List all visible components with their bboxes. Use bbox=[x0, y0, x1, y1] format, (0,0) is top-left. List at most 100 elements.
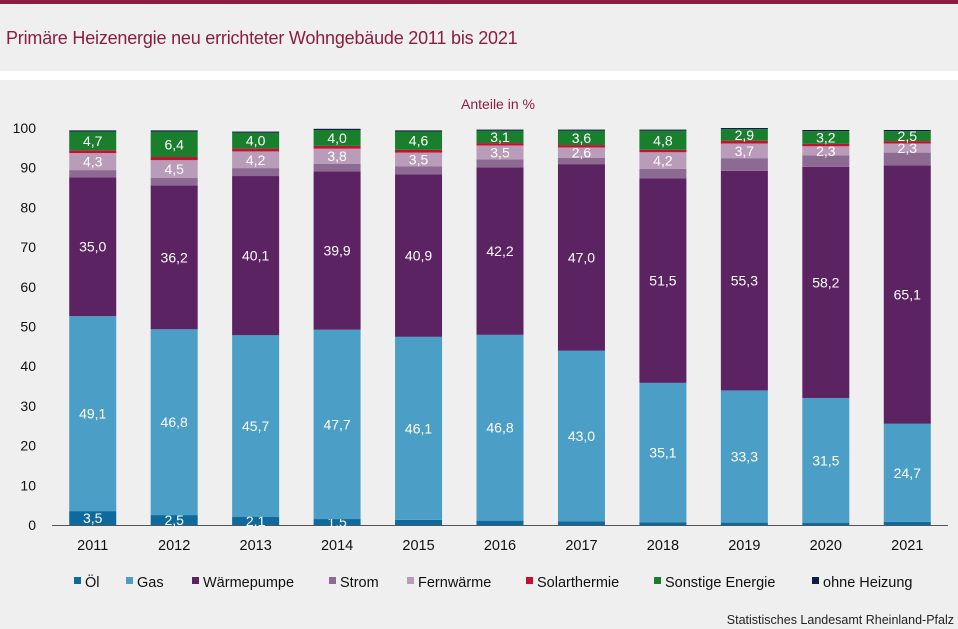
bar-segment bbox=[883, 521, 931, 525]
y-tick-label: 80 bbox=[20, 199, 36, 215]
bar-segment bbox=[557, 130, 605, 146]
chart-subtitle: Anteile in % bbox=[461, 96, 535, 112]
x-tick-label: 2021 bbox=[891, 538, 923, 554]
x-tick-label: 2013 bbox=[240, 538, 272, 554]
bar-segment bbox=[395, 149, 443, 153]
bar-segment bbox=[69, 130, 117, 132]
y-tick-label: 10 bbox=[20, 477, 36, 493]
bar-segment bbox=[639, 382, 687, 523]
bar-segment bbox=[883, 129, 931, 132]
bar-segment bbox=[720, 390, 768, 523]
bar-segment bbox=[883, 423, 931, 522]
data-label: 42,2 bbox=[486, 243, 513, 259]
bar-segment bbox=[557, 164, 605, 351]
data-label: 39,9 bbox=[323, 242, 350, 258]
bar-segment bbox=[69, 177, 117, 317]
x-tick-label: 2019 bbox=[728, 538, 760, 554]
legend-label: Wärmepumpe bbox=[203, 575, 294, 591]
y-tick-label: 90 bbox=[20, 160, 36, 176]
data-label: 2,1 bbox=[246, 513, 266, 529]
bar-segment bbox=[150, 131, 198, 157]
bar-segment bbox=[639, 129, 687, 131]
data-label: 35,1 bbox=[649, 445, 676, 461]
data-label: 3,6 bbox=[572, 130, 592, 146]
top-accent-bar bbox=[0, 0, 958, 4]
bar-segment bbox=[69, 316, 117, 512]
bar-segment bbox=[313, 148, 361, 164]
bar-segment bbox=[802, 146, 850, 156]
bar-segment bbox=[720, 129, 768, 141]
bar-segment bbox=[639, 149, 687, 153]
data-label: 3,5 bbox=[490, 144, 510, 160]
bar-segment bbox=[69, 511, 117, 525]
data-label: 4,8 bbox=[653, 132, 673, 148]
bar-segment bbox=[150, 178, 198, 186]
data-label: 33,3 bbox=[731, 449, 758, 465]
bar-segment bbox=[802, 523, 850, 525]
bar-segment bbox=[150, 130, 198, 132]
data-label: 2,5 bbox=[164, 512, 184, 528]
bar-segment bbox=[476, 129, 524, 131]
bar-segment bbox=[639, 152, 687, 169]
bar-segment bbox=[802, 129, 850, 132]
data-label: 40,1 bbox=[242, 248, 269, 264]
bar-segment bbox=[232, 176, 280, 336]
y-tick-label: 20 bbox=[20, 438, 36, 454]
y-tick-label: 30 bbox=[20, 398, 36, 414]
bar-segment bbox=[313, 145, 361, 149]
bar-segment bbox=[557, 129, 605, 131]
bar-segment bbox=[639, 178, 687, 383]
bar-segment bbox=[395, 152, 443, 167]
data-label: 3,8 bbox=[327, 148, 347, 164]
data-label: 2,9 bbox=[735, 127, 755, 143]
bar-segment bbox=[883, 131, 931, 142]
bar-segment bbox=[69, 150, 117, 154]
bar-segment bbox=[720, 158, 768, 171]
legend-swatch bbox=[74, 577, 81, 584]
legend-swatch bbox=[407, 577, 414, 584]
legend-swatch bbox=[192, 577, 199, 584]
x-tick-label: 2020 bbox=[810, 538, 842, 554]
data-label: 2,3 bbox=[816, 143, 836, 159]
x-tick-label: 2018 bbox=[647, 538, 679, 554]
bar-segment bbox=[720, 128, 768, 130]
bar-segment bbox=[557, 521, 605, 525]
bar-segment bbox=[883, 165, 931, 424]
data-label: 3,2 bbox=[816, 130, 836, 146]
bar-segment bbox=[557, 157, 605, 165]
legend-swatch bbox=[526, 577, 533, 584]
bar-segment bbox=[639, 168, 687, 179]
bar-segment bbox=[232, 131, 280, 133]
bar-segment bbox=[802, 131, 850, 144]
bar-segment bbox=[802, 166, 850, 398]
bar-segment bbox=[802, 155, 850, 167]
data-label: 3,5 bbox=[83, 510, 103, 526]
bar-segment bbox=[313, 128, 361, 130]
data-label: 46,1 bbox=[405, 420, 432, 436]
data-label: 2,5 bbox=[898, 128, 918, 144]
x-tick-label: 2012 bbox=[158, 538, 190, 554]
legend-label: ohne Heizung bbox=[823, 575, 913, 591]
bar-segment bbox=[150, 185, 198, 330]
data-label: 3,1 bbox=[490, 129, 510, 145]
bar-segment bbox=[395, 130, 443, 132]
data-label: 43,0 bbox=[568, 428, 595, 444]
data-label: 2,3 bbox=[898, 140, 918, 156]
bar-segment bbox=[232, 168, 280, 177]
bar-segment bbox=[150, 329, 198, 516]
legend-swatch bbox=[812, 577, 819, 584]
x-tick-label: 2014 bbox=[321, 538, 353, 554]
x-tick-label: 2016 bbox=[484, 538, 516, 554]
bar-segment bbox=[395, 166, 443, 175]
data-label: 2,6 bbox=[572, 145, 592, 161]
x-tick-label: 2017 bbox=[565, 538, 597, 554]
legend-swatch bbox=[126, 577, 133, 584]
bar-segment bbox=[232, 335, 280, 517]
bar-segment bbox=[557, 145, 605, 148]
data-label: 3,7 bbox=[735, 143, 755, 159]
bar-segment bbox=[69, 170, 117, 178]
data-label: 31,5 bbox=[812, 452, 839, 468]
data-label: 45,7 bbox=[242, 418, 269, 434]
data-label: 4,3 bbox=[83, 154, 103, 170]
bar-segment bbox=[395, 174, 443, 337]
